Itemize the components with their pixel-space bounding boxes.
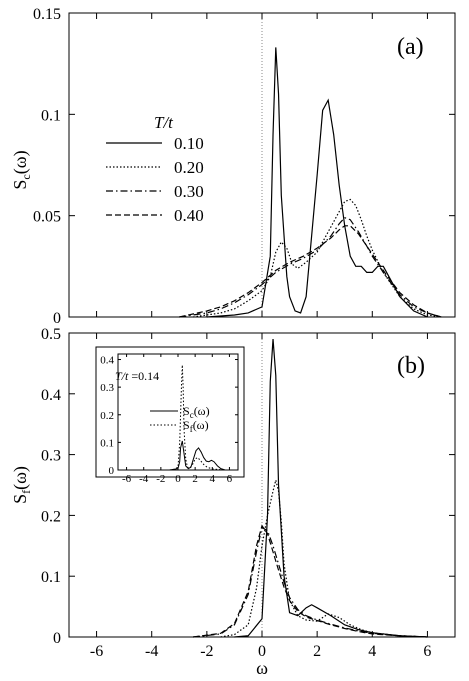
- series-line: [234, 339, 428, 638]
- y-tick-label: 0: [53, 310, 61, 327]
- x-tick-label: -2: [156, 473, 165, 485]
- x-tick-label: 2: [192, 473, 198, 485]
- inset-legend-label: Sf(ω): [183, 418, 209, 434]
- legend-label: 0.40: [174, 206, 204, 225]
- inset-series: [169, 365, 226, 471]
- legend-label: 0.10: [174, 134, 204, 153]
- panel-a-ticks: 0 0.05 0.1 0.15: [33, 6, 455, 327]
- inset-legend-label: Sc(ω): [183, 404, 210, 420]
- x-tick-label: 6: [227, 473, 233, 485]
- panel-a-ylabel: Sc(ω): [10, 150, 33, 189]
- x-tick-label: 4: [210, 473, 216, 485]
- series-line: [206, 47, 428, 318]
- x-tick-label: -6: [122, 473, 132, 485]
- x-tick-label: -2: [200, 643, 213, 660]
- inset-chart: -6 -4 -2 0 2 4 600.10.20.30.4 T/t =0.14 Sc(ω)S…: [95, 346, 245, 485]
- panel-b-series: [192, 339, 428, 638]
- x-tick-label: -6: [90, 643, 103, 660]
- inset-frame: [95, 346, 245, 478]
- x-tick-label: 0: [175, 473, 181, 485]
- panel-b: -6 -4 -2 0 2 4 600.10.20.30.40.5 (b) Sf(ω) ω -…: [10, 326, 456, 678]
- x-tick-label: 0: [258, 643, 266, 660]
- y-tick-label: 0: [53, 630, 61, 647]
- y-tick-label: 0.2: [41, 508, 61, 525]
- series-line: [179, 225, 442, 318]
- series-line: [192, 198, 442, 318]
- panel-a-series: [179, 47, 442, 318]
- panel-b-xlabel: ω: [256, 658, 268, 678]
- y-tick-label: 0.4: [100, 355, 114, 367]
- y-tick-label: 0.1: [100, 437, 114, 449]
- panel-a-label: (a): [397, 34, 424, 60]
- panel-b-ticks: -6 -4 -2 0 2 4 600.10.20.30.40.5: [41, 326, 455, 660]
- panel-a: 00.050.10.15 (a) Sc(ω) T/t 0.100.200.300…: [10, 6, 456, 327]
- x-tick-label: -4: [145, 643, 158, 660]
- legend-label: 0.30: [174, 182, 204, 201]
- series-line: [179, 216, 442, 318]
- legend-label: 0.20: [174, 158, 204, 177]
- y-tick-label: 0: [109, 465, 115, 477]
- series-line: [192, 524, 428, 638]
- series-line: [169, 440, 226, 471]
- y-tick-label: 0.5: [41, 326, 61, 343]
- y-tick-label: 0.3: [41, 448, 61, 465]
- x-tick-label: -4: [139, 473, 149, 485]
- panel-b-label: (b): [397, 353, 425, 379]
- panel-b-ylabel: Sf(ω): [10, 466, 33, 504]
- panel-a-legend: T/t 0.10 0.20 0.30 0.40: [106, 113, 204, 225]
- y-tick-label: 0.1: [41, 569, 61, 586]
- inset-title: T/t =0.14: [115, 369, 159, 383]
- x-tick-label: 2: [313, 643, 321, 660]
- y-tick-label: 0.2: [100, 410, 114, 422]
- y-tick-label: 0.3: [100, 382, 114, 394]
- inset-ticks: -6 -4 -2 0 2 4 600.10.20.30.4: [100, 353, 239, 485]
- series-line: [169, 365, 226, 471]
- x-tick-label: 6: [423, 643, 431, 660]
- series-line: [220, 479, 428, 638]
- y-tick-label: 0.05: [33, 209, 61, 226]
- legend-title: T/t: [154, 113, 174, 132]
- x-tick-label: 4: [368, 643, 376, 660]
- y-tick-label: 0.1: [41, 107, 61, 124]
- y-tick-label: 0.15: [33, 6, 61, 23]
- y-tick-label: 0.4: [41, 387, 61, 404]
- legend-entries: 0.10 0.20 0.30 0.40: [106, 134, 204, 225]
- inset-legend: Sc(ω)Sf(ω): [150, 404, 210, 434]
